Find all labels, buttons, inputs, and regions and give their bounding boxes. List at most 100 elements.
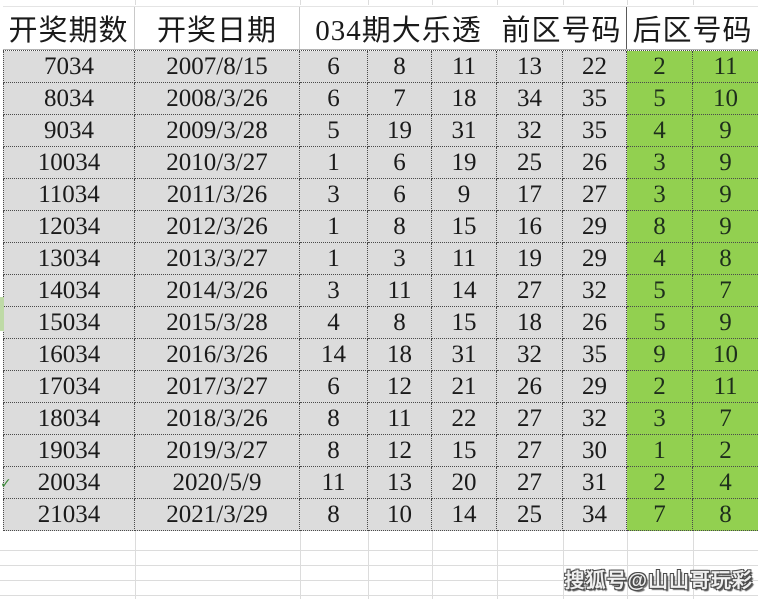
cell-period[interactable]: 17034 xyxy=(3,371,135,403)
cell-date[interactable]: 2014/3/26 xyxy=(135,275,300,307)
cell-front-number-2[interactable]: 18 xyxy=(368,339,432,371)
cell-period[interactable]: 8034 xyxy=(3,83,135,115)
cell-front-number-5[interactable]: 29 xyxy=(563,211,627,243)
cell-front-number-5[interactable]: 32 xyxy=(563,403,627,435)
cell-back-number-1[interactable]: 5 xyxy=(627,83,693,115)
cell-front-number-5[interactable]: 26 xyxy=(563,147,627,179)
cell-front-number-4[interactable]: 27 xyxy=(497,435,563,467)
cell-front-number-4[interactable]: 34 xyxy=(497,83,563,115)
cell-period[interactable]: 9034 xyxy=(3,115,135,147)
cell-date[interactable]: 2015/3/28 xyxy=(135,307,300,339)
cell-front-number-4[interactable]: 32 xyxy=(497,339,563,371)
cell-back-number-2[interactable]: 9 xyxy=(693,179,758,211)
cell-front-number-3[interactable]: 15 xyxy=(432,307,497,339)
cell-date[interactable]: 2018/3/26 xyxy=(135,403,300,435)
col-header-front-zone[interactable]: 前区号码 xyxy=(497,7,627,49)
col-header-draw-period[interactable]: 开奖期数 xyxy=(3,7,135,49)
cell-front-number-4[interactable]: 27 xyxy=(497,467,563,499)
cell-front-number-1[interactable]: 5 xyxy=(300,115,368,147)
cell-front-number-2[interactable]: 8 xyxy=(368,307,432,339)
cell-front-number-5[interactable]: 26 xyxy=(563,307,627,339)
cell-front-number-3[interactable]: 18 xyxy=(432,83,497,115)
cell-front-number-2[interactable]: 8 xyxy=(368,51,432,83)
cell-front-number-5[interactable]: 31 xyxy=(563,467,627,499)
cell-date[interactable]: 2021/3/29 xyxy=(135,499,300,531)
cell-date[interactable]: 2010/3/27 xyxy=(135,147,300,179)
cell-front-number-5[interactable]: 32 xyxy=(563,275,627,307)
cell-period[interactable]: 19034 xyxy=(3,435,135,467)
cell-front-number-1[interactable]: 3 xyxy=(300,275,368,307)
cell-date[interactable]: 2016/3/26 xyxy=(135,339,300,371)
cell-front-number-2[interactable]: 10 xyxy=(368,499,432,531)
cell-front-number-3[interactable]: 20 xyxy=(432,467,497,499)
cell-front-number-4[interactable]: 17 xyxy=(497,179,563,211)
col-header-back-zone[interactable]: 后区号码 xyxy=(632,15,753,47)
cell-front-number-4[interactable]: 25 xyxy=(497,499,563,531)
cell-front-number-2[interactable]: 6 xyxy=(368,179,432,211)
cell-front-number-3[interactable]: 21 xyxy=(432,371,497,403)
cell-period[interactable]: 20034 xyxy=(3,467,135,499)
cell-front-number-2[interactable]: 7 xyxy=(368,83,432,115)
cell-front-number-3[interactable]: 14 xyxy=(432,275,497,307)
cell-front-number-4[interactable]: 27 xyxy=(497,403,563,435)
cell-front-number-4[interactable]: 16 xyxy=(497,211,563,243)
cell-back-number-2[interactable]: 7 xyxy=(693,403,758,435)
cell-front-number-4[interactable]: 27 xyxy=(497,275,563,307)
cell-back-number-1[interactable]: 2 xyxy=(627,467,693,499)
cell-front-number-1[interactable]: 14 xyxy=(300,339,368,371)
cell-front-number-5[interactable]: 29 xyxy=(563,371,627,403)
cell-back-number-2[interactable]: 10 xyxy=(693,83,758,115)
cell-front-number-4[interactable]: 32 xyxy=(497,115,563,147)
cell-back-number-1[interactable]: 3 xyxy=(627,179,693,211)
cell-front-number-4[interactable]: 25 xyxy=(497,147,563,179)
cell-front-number-3[interactable]: 11 xyxy=(432,51,497,83)
cell-front-number-5[interactable]: 35 xyxy=(563,339,627,371)
cell-back-number-2[interactable]: 10 xyxy=(693,339,758,371)
cell-front-number-1[interactable]: 1 xyxy=(300,243,368,275)
cell-back-number-1[interactable]: 5 xyxy=(627,275,693,307)
cell-front-number-1[interactable]: 8 xyxy=(300,403,368,435)
cell-front-number-3[interactable]: 31 xyxy=(432,115,497,147)
cell-period[interactable]: 15034 xyxy=(3,307,135,339)
cell-front-number-2[interactable]: 13 xyxy=(368,467,432,499)
cell-front-number-1[interactable]: 1 xyxy=(300,147,368,179)
col-header-lotto-title[interactable]: 034期大乐透 xyxy=(315,15,482,47)
cell-date[interactable]: 2007/8/15 xyxy=(135,51,300,83)
cell-back-number-1[interactable]: 4 xyxy=(627,115,693,147)
cell-back-number-2[interactable]: 11 xyxy=(693,371,758,403)
cell-date[interactable]: 2017/3/27 xyxy=(135,371,300,403)
cell-date[interactable]: 2011/3/26 xyxy=(135,179,300,211)
cell-front-number-3[interactable]: 19 xyxy=(432,147,497,179)
cell-period[interactable]: 18034 xyxy=(3,403,135,435)
cell-front-number-2[interactable]: 12 xyxy=(368,371,432,403)
cell-front-number-4[interactable]: 13 xyxy=(497,51,563,83)
cell-front-number-4[interactable]: 26 xyxy=(497,371,563,403)
cell-back-number-1[interactable]: 3 xyxy=(627,403,693,435)
cell-back-number-2[interactable]: 8 xyxy=(693,499,758,531)
cell-back-number-1[interactable]: 8 xyxy=(627,211,693,243)
cell-back-number-2[interactable]: 9 xyxy=(693,211,758,243)
cell-back-number-2[interactable]: 2 xyxy=(693,435,758,467)
cell-front-number-3[interactable]: 14 xyxy=(432,499,497,531)
cell-period[interactable]: 13034 xyxy=(3,243,135,275)
cell-front-number-5[interactable]: 27 xyxy=(563,179,627,211)
cell-back-number-1[interactable]: 3 xyxy=(627,147,693,179)
cell-front-number-1[interactable]: 6 xyxy=(300,371,368,403)
cell-back-number-1[interactable]: 1 xyxy=(627,435,693,467)
cell-back-number-1[interactable]: 5 xyxy=(627,307,693,339)
cell-date[interactable]: 2008/3/26 xyxy=(135,83,300,115)
cell-date[interactable]: 2013/3/27 xyxy=(135,243,300,275)
cell-back-number-2[interactable]: 4 xyxy=(693,467,758,499)
cell-front-number-3[interactable]: 15 xyxy=(432,435,497,467)
cell-back-number-1[interactable]: 7 xyxy=(627,499,693,531)
cell-front-number-2[interactable]: 19 xyxy=(368,115,432,147)
cell-front-number-3[interactable]: 11 xyxy=(432,243,497,275)
cell-front-number-5[interactable]: 30 xyxy=(563,435,627,467)
cell-date[interactable]: 2009/3/28 xyxy=(135,115,300,147)
cell-back-number-2[interactable]: 9 xyxy=(693,115,758,147)
cell-period[interactable]: 11034 xyxy=(3,179,135,211)
cell-front-number-2[interactable]: 11 xyxy=(368,275,432,307)
cell-front-number-2[interactable]: 3 xyxy=(368,243,432,275)
cell-back-number-2[interactable]: 9 xyxy=(693,147,758,179)
cell-back-number-1[interactable]: 2 xyxy=(627,371,693,403)
